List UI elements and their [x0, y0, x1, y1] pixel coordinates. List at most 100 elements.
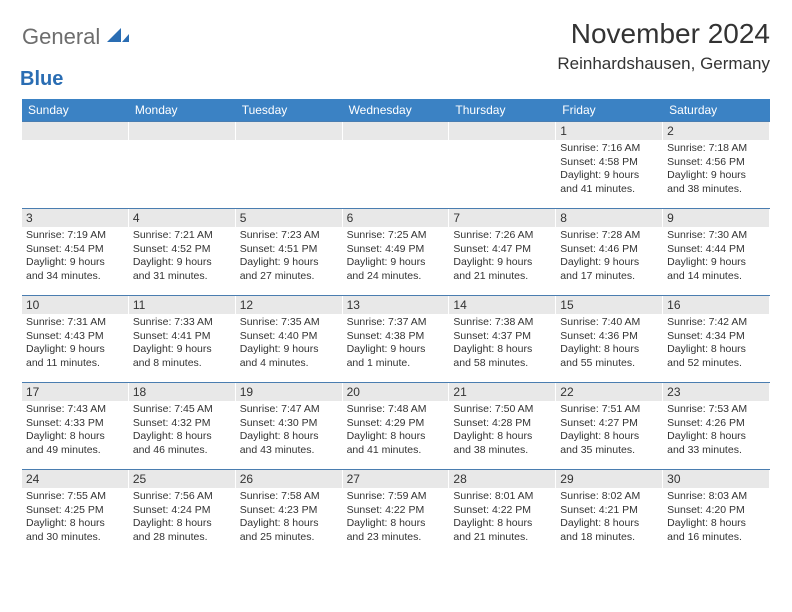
daylight-text: Daylight: 9 hours and 21 minutes.	[453, 256, 552, 283]
day-number	[129, 122, 236, 140]
sunrise-text: Sunrise: 7:16 AM	[560, 142, 659, 156]
sunrise-text: Sunrise: 7:28 AM	[560, 229, 659, 243]
day-cell: 8Sunrise: 7:28 AMSunset: 4:46 PMDaylight…	[556, 209, 663, 295]
day-cell: 10Sunrise: 7:31 AMSunset: 4:43 PMDayligh…	[22, 296, 129, 382]
day-details: Sunrise: 7:58 AMSunset: 4:23 PMDaylight:…	[236, 488, 343, 549]
day-details: Sunrise: 7:42 AMSunset: 4:34 PMDaylight:…	[663, 314, 770, 375]
sunset-text: Sunset: 4:54 PM	[26, 243, 125, 257]
day-details: Sunrise: 7:59 AMSunset: 4:22 PMDaylight:…	[343, 488, 450, 549]
day-cell: 7Sunrise: 7:26 AMSunset: 4:47 PMDaylight…	[449, 209, 556, 295]
day-number: 25	[129, 470, 236, 488]
weekday-header: Friday	[556, 99, 663, 121]
sunset-text: Sunset: 4:38 PM	[347, 330, 446, 344]
day-number	[22, 122, 129, 140]
week-row: 10Sunrise: 7:31 AMSunset: 4:43 PMDayligh…	[22, 295, 770, 382]
sunrise-text: Sunrise: 7:47 AM	[240, 403, 339, 417]
day-number: 16	[663, 296, 770, 314]
sunrise-text: Sunrise: 7:35 AM	[240, 316, 339, 330]
weekday-header: Saturday	[663, 99, 770, 121]
day-cell: 16Sunrise: 7:42 AMSunset: 4:34 PMDayligh…	[663, 296, 770, 382]
daylight-text: Daylight: 9 hours and 8 minutes.	[133, 343, 232, 370]
sunset-text: Sunset: 4:24 PM	[133, 504, 232, 518]
day-details: Sunrise: 7:50 AMSunset: 4:28 PMDaylight:…	[449, 401, 556, 462]
day-cell: 3Sunrise: 7:19 AMSunset: 4:54 PMDaylight…	[22, 209, 129, 295]
day-cell: 2Sunrise: 7:18 AMSunset: 4:56 PMDaylight…	[663, 122, 770, 208]
sunset-text: Sunset: 4:44 PM	[667, 243, 766, 257]
sunset-text: Sunset: 4:27 PM	[560, 417, 659, 431]
sunset-text: Sunset: 4:32 PM	[133, 417, 232, 431]
day-number: 7	[449, 209, 556, 227]
day-details: Sunrise: 7:35 AMSunset: 4:40 PMDaylight:…	[236, 314, 343, 375]
day-number: 23	[663, 383, 770, 401]
day-details: Sunrise: 7:55 AMSunset: 4:25 PMDaylight:…	[22, 488, 129, 549]
daylight-text: Daylight: 9 hours and 34 minutes.	[26, 256, 125, 283]
day-number: 19	[236, 383, 343, 401]
sunrise-text: Sunrise: 7:43 AM	[26, 403, 125, 417]
logo: General Blue	[22, 24, 129, 91]
sunrise-text: Sunrise: 7:42 AM	[667, 316, 766, 330]
day-details: Sunrise: 7:19 AMSunset: 4:54 PMDaylight:…	[22, 227, 129, 288]
day-number: 1	[556, 122, 663, 140]
sunrise-text: Sunrise: 7:45 AM	[133, 403, 232, 417]
day-cell	[449, 122, 556, 208]
day-number: 4	[129, 209, 236, 227]
day-number: 3	[22, 209, 129, 227]
day-number: 24	[22, 470, 129, 488]
sunset-text: Sunset: 4:28 PM	[453, 417, 552, 431]
day-number: 21	[449, 383, 556, 401]
day-cell	[343, 122, 450, 208]
day-cell: 14Sunrise: 7:38 AMSunset: 4:37 PMDayligh…	[449, 296, 556, 382]
sunrise-text: Sunrise: 7:38 AM	[453, 316, 552, 330]
sunset-text: Sunset: 4:23 PM	[240, 504, 339, 518]
daylight-text: Daylight: 8 hours and 30 minutes.	[26, 517, 125, 544]
daylight-text: Daylight: 8 hours and 33 minutes.	[667, 430, 766, 457]
day-number: 13	[343, 296, 450, 314]
day-cell: 21Sunrise: 7:50 AMSunset: 4:28 PMDayligh…	[449, 383, 556, 469]
week-row: 24Sunrise: 7:55 AMSunset: 4:25 PMDayligh…	[22, 469, 770, 556]
day-cell: 28Sunrise: 8:01 AMSunset: 4:22 PMDayligh…	[449, 470, 556, 556]
day-number: 17	[22, 383, 129, 401]
day-number	[236, 122, 343, 140]
sunset-text: Sunset: 4:20 PM	[667, 504, 766, 518]
daylight-text: Daylight: 8 hours and 58 minutes.	[453, 343, 552, 370]
day-cell: 22Sunrise: 7:51 AMSunset: 4:27 PMDayligh…	[556, 383, 663, 469]
daylight-text: Daylight: 8 hours and 23 minutes.	[347, 517, 446, 544]
day-details: Sunrise: 7:33 AMSunset: 4:41 PMDaylight:…	[129, 314, 236, 375]
day-cell: 13Sunrise: 7:37 AMSunset: 4:38 PMDayligh…	[343, 296, 450, 382]
sunrise-text: Sunrise: 7:48 AM	[347, 403, 446, 417]
day-number: 20	[343, 383, 450, 401]
day-cell: 26Sunrise: 7:58 AMSunset: 4:23 PMDayligh…	[236, 470, 343, 556]
week-row: 17Sunrise: 7:43 AMSunset: 4:33 PMDayligh…	[22, 382, 770, 469]
sunrise-text: Sunrise: 7:18 AM	[667, 142, 766, 156]
sunset-text: Sunset: 4:25 PM	[26, 504, 125, 518]
daylight-text: Daylight: 8 hours and 18 minutes.	[560, 517, 659, 544]
day-number: 18	[129, 383, 236, 401]
logo-text-general: General	[22, 24, 100, 49]
day-cell: 18Sunrise: 7:45 AMSunset: 4:32 PMDayligh…	[129, 383, 236, 469]
sunrise-text: Sunrise: 7:26 AM	[453, 229, 552, 243]
day-details: Sunrise: 7:25 AMSunset: 4:49 PMDaylight:…	[343, 227, 450, 288]
sunset-text: Sunset: 4:37 PM	[453, 330, 552, 344]
daylight-text: Daylight: 8 hours and 38 minutes.	[453, 430, 552, 457]
day-details: Sunrise: 7:43 AMSunset: 4:33 PMDaylight:…	[22, 401, 129, 462]
day-details: Sunrise: 7:51 AMSunset: 4:27 PMDaylight:…	[556, 401, 663, 462]
daylight-text: Daylight: 9 hours and 11 minutes.	[26, 343, 125, 370]
day-number: 10	[22, 296, 129, 314]
day-cell	[22, 122, 129, 208]
sunrise-text: Sunrise: 7:19 AM	[26, 229, 125, 243]
sunrise-text: Sunrise: 7:25 AM	[347, 229, 446, 243]
sunrise-text: Sunrise: 7:50 AM	[453, 403, 552, 417]
sunset-text: Sunset: 4:40 PM	[240, 330, 339, 344]
day-details: Sunrise: 7:26 AMSunset: 4:47 PMDaylight:…	[449, 227, 556, 288]
day-cell: 24Sunrise: 7:55 AMSunset: 4:25 PMDayligh…	[22, 470, 129, 556]
day-cell: 12Sunrise: 7:35 AMSunset: 4:40 PMDayligh…	[236, 296, 343, 382]
sunrise-text: Sunrise: 7:37 AM	[347, 316, 446, 330]
sunset-text: Sunset: 4:33 PM	[26, 417, 125, 431]
day-details: Sunrise: 7:21 AMSunset: 4:52 PMDaylight:…	[129, 227, 236, 288]
day-cell: 20Sunrise: 7:48 AMSunset: 4:29 PMDayligh…	[343, 383, 450, 469]
day-cell: 6Sunrise: 7:25 AMSunset: 4:49 PMDaylight…	[343, 209, 450, 295]
sunrise-text: Sunrise: 7:31 AM	[26, 316, 125, 330]
sunrise-text: Sunrise: 7:56 AM	[133, 490, 232, 504]
sunset-text: Sunset: 4:34 PM	[667, 330, 766, 344]
day-cell: 1Sunrise: 7:16 AMSunset: 4:58 PMDaylight…	[556, 122, 663, 208]
